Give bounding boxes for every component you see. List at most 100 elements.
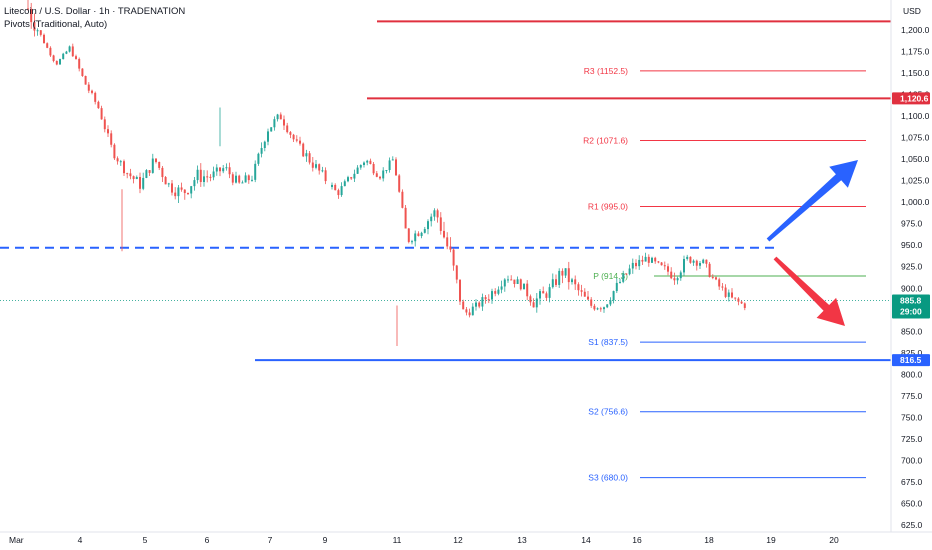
candle-body	[734, 297, 737, 299]
candle-body	[692, 260, 695, 263]
candle-body	[113, 144, 116, 159]
candle-body	[209, 176, 212, 178]
candle-body	[276, 114, 279, 120]
candle-body	[148, 170, 151, 173]
price-tick-label: 825.0	[901, 348, 923, 358]
support-price-value: 816.5	[900, 355, 922, 365]
candle-body	[459, 279, 461, 302]
candle-body	[487, 299, 490, 301]
candle-body	[190, 186, 193, 194]
candle-body	[497, 289, 500, 294]
candle-body	[439, 217, 442, 231]
candle-body	[318, 164, 321, 171]
candle-body	[231, 174, 234, 183]
symbol-title[interactable]: Litecoin / U.S. Dollar · 1h · TRADENATIO…	[4, 6, 186, 17]
candle-body	[433, 210, 436, 217]
candle-body	[107, 129, 109, 134]
candle-body	[596, 308, 599, 310]
price-tags: 1,120.6 816.5 885.829:00	[892, 92, 930, 367]
pivot-label-p: P (914.3)	[593, 271, 628, 281]
candle-body	[199, 169, 202, 183]
candle-body	[727, 292, 730, 297]
candle-body	[222, 168, 225, 172]
price-tick-label: 950.0	[901, 240, 923, 250]
candle-body	[436, 210, 439, 218]
candle-body	[270, 127, 273, 132]
price-tick-label: 650.0	[901, 498, 923, 508]
candle-body	[289, 132, 292, 135]
candle-body	[321, 170, 324, 172]
candle-body	[161, 167, 164, 178]
candle-body	[254, 163, 257, 180]
candle-body	[215, 167, 218, 172]
candle-body	[33, 22, 36, 31]
candle-body	[587, 296, 589, 300]
candle-body	[244, 175, 247, 183]
candle-body	[407, 228, 410, 242]
candle-body	[283, 119, 285, 126]
candle-body	[657, 261, 660, 263]
candle-body	[257, 153, 260, 164]
candle-body	[251, 179, 253, 181]
price-tick-label: 1,075.0	[901, 133, 930, 143]
candle-body	[551, 279, 554, 288]
candle-body	[702, 259, 705, 264]
candle-body	[366, 160, 369, 163]
price-axis[interactable]: 1,200.01,175.01,150.01,125.01,100.01,075…	[901, 25, 930, 530]
candle-body	[603, 307, 605, 310]
candle-body	[247, 175, 250, 181]
candle-body	[343, 181, 346, 187]
candle-body	[647, 256, 650, 263]
candle-body	[715, 277, 717, 280]
candle-body	[139, 176, 141, 189]
candle-body	[548, 287, 551, 298]
candle-body	[468, 312, 471, 316]
candle-body	[46, 43, 49, 48]
time-tick-label: 12	[453, 535, 463, 545]
candle-body	[705, 259, 708, 264]
price-tick-label: 850.0	[901, 326, 923, 336]
candle-body	[331, 184, 333, 187]
candle-body	[132, 176, 135, 180]
candle-body	[382, 170, 385, 179]
bar-countdown: 29:00	[900, 306, 922, 316]
candle-body	[740, 301, 743, 304]
indicator-title[interactable]: Pivots (Traditional, Auto)	[4, 19, 108, 30]
candle-body	[699, 263, 701, 266]
candle-body	[651, 257, 653, 263]
candle-body	[372, 163, 375, 174]
time-tick-label: 6	[205, 535, 210, 545]
candle-body	[737, 298, 740, 302]
candle-body	[519, 279, 522, 290]
time-tick-label: 11	[393, 535, 402, 545]
candle-body	[356, 167, 359, 174]
candle-body	[558, 270, 561, 285]
candle-body	[299, 140, 301, 144]
candle-body	[545, 293, 548, 298]
candle-body	[401, 191, 404, 208]
candle-body	[311, 162, 314, 168]
pivot-label-s3: S3 (680.0)	[588, 473, 628, 483]
time-tick-label: 7	[268, 535, 273, 545]
candle-body	[427, 221, 429, 230]
price-tick-label: 625.0	[901, 520, 923, 530]
pivot-label-s2: S2 (756.6)	[588, 407, 628, 417]
candle-body	[123, 161, 125, 174]
candle-body	[430, 216, 433, 222]
candle-body	[315, 164, 317, 168]
candle-body	[660, 262, 663, 266]
candle-body	[167, 183, 170, 185]
price-tick-label: 900.0	[901, 283, 923, 293]
last-price-tag	[892, 294, 930, 319]
time-tick-label: 9	[323, 535, 328, 545]
candle-body	[510, 279, 513, 281]
candle-body	[667, 266, 669, 272]
currency-label[interactable]: USD	[903, 6, 921, 16]
candle-body	[619, 281, 621, 283]
candle-body	[731, 292, 733, 298]
time-axis[interactable]: Mar 4 5 6 7 9 11 12 13 14 16 18 19 20	[9, 535, 839, 545]
candle-body	[513, 279, 516, 284]
candle-body	[724, 287, 727, 297]
candle-body	[369, 160, 372, 164]
